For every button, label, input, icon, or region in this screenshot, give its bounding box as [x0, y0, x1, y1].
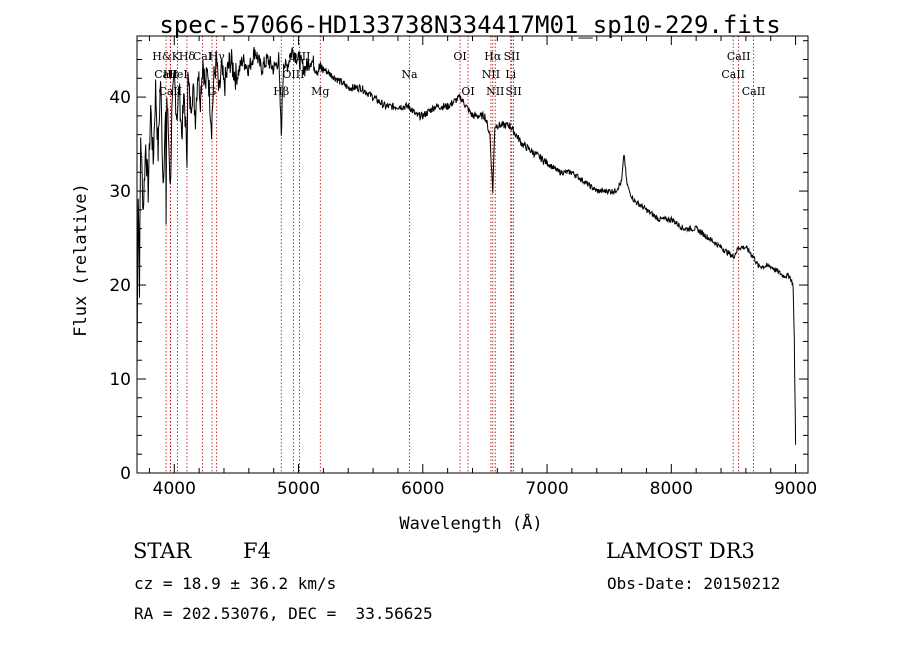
spectral-line-label: HeI	[167, 68, 187, 81]
x-tick-label: 7000	[525, 479, 568, 499]
spectral-line-label: SII	[506, 85, 522, 98]
y-axis-label: Flux (relative)	[71, 183, 91, 337]
spectral-line-label: CaII	[158, 85, 182, 98]
spectral-line-label: NII	[486, 85, 504, 98]
spectral-line-label: Li	[505, 68, 516, 81]
observation-date: Obs-Date: 20150212	[607, 574, 781, 593]
chart-title: spec-57066-HD133738N334417M01_sp10-229.f…	[159, 11, 780, 39]
spectral-line-label: CaI	[193, 50, 212, 63]
spectral-line-label: Hα	[484, 50, 502, 63]
x-tick-label: 5000	[277, 479, 320, 499]
object-type: STAR	[133, 539, 192, 563]
y-tick-label: 30	[109, 182, 131, 202]
spectral-line-label: H&K	[152, 50, 180, 63]
spectral-line-label: Mg	[311, 85, 329, 98]
spectral-line-label: CaII	[721, 68, 745, 81]
spectrum-line	[136, 46, 797, 445]
subclass: F4	[243, 539, 271, 563]
x-tick-label: 4000	[153, 479, 196, 499]
spectral-line-label: G	[208, 85, 217, 98]
y-tick-label: 10	[109, 370, 131, 390]
y-tick-label: 0	[120, 464, 131, 484]
spectral-line-label: OI	[461, 85, 474, 98]
spectral-line-label: CaII	[742, 85, 766, 98]
spectral-line-label: OIII	[282, 68, 304, 81]
x-axis-label: Wavelength (Å)	[399, 512, 542, 534]
spectral-line-label: CaII	[154, 68, 178, 81]
redshift-cz: cz = 18.9 ± 36.2 km/s	[134, 574, 337, 593]
y-tick-label: 40	[109, 88, 131, 108]
spectral-line-label: NII	[482, 68, 500, 81]
coordinates: RA = 202.53076, DEC = 33.56625	[134, 604, 433, 623]
plot-frame	[136, 35, 809, 474]
x-tick-label: 9000	[774, 479, 817, 499]
survey-name: LAMOST DR3	[606, 539, 755, 563]
spectral-line-label: SII	[504, 50, 520, 63]
x-tick-label: 8000	[650, 479, 693, 499]
x-tick-label: 6000	[401, 479, 444, 499]
spectral-line-label: OI	[453, 50, 466, 63]
spectral-line-label: Hδ	[179, 50, 196, 63]
y-tick-label: 20	[109, 276, 131, 296]
spectral-line-label: Na	[401, 68, 418, 81]
spectral-line-label: Hβ	[273, 85, 289, 98]
spectral-line-label: CaII	[727, 50, 751, 63]
